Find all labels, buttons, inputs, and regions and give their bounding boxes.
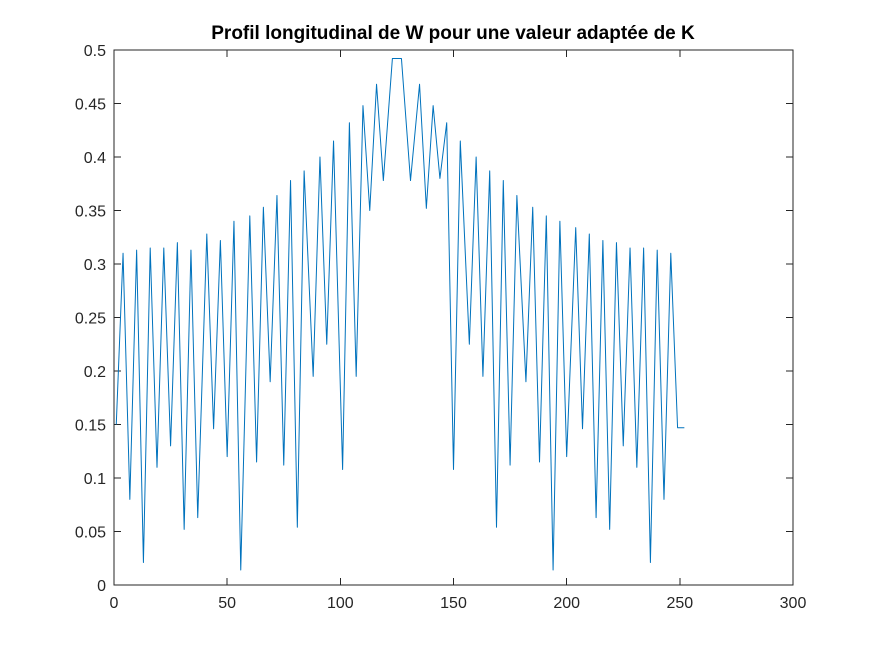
x-tick-label: 200 bbox=[553, 595, 580, 612]
x-axis: 0 50 100 150 200 250 300 bbox=[110, 50, 807, 612]
y-tick-label: 0.05 bbox=[75, 525, 106, 542]
y-tick-label: 0.2 bbox=[84, 364, 106, 381]
x-tick-label: 300 bbox=[780, 595, 807, 612]
y-tick-label: 0.4 bbox=[84, 150, 106, 167]
y-tick-label: 0.1 bbox=[84, 471, 106, 488]
y-tick-label: 0.15 bbox=[75, 418, 106, 435]
y-tick-label: 0.45 bbox=[75, 97, 106, 114]
x-tick-label: 50 bbox=[218, 595, 236, 612]
y-tick-label: 0 bbox=[97, 578, 106, 595]
y-tick-label: 0.25 bbox=[75, 311, 106, 328]
x-tick-label: 250 bbox=[666, 595, 693, 612]
y-axis: 0 0.05 0.1 0.15 0.2 0.25 0.3 0.35 0.4 0.45 0.5 bbox=[75, 43, 793, 595]
series-line bbox=[115, 58, 685, 571]
y-tick-label: 0.35 bbox=[75, 204, 106, 221]
chart-title: Profil longitudinal de W pour une valeur… bbox=[211, 23, 695, 44]
x-tick-label: 100 bbox=[327, 595, 354, 612]
y-tick-label: 0.3 bbox=[84, 257, 106, 274]
y-tick-label: 0.5 bbox=[84, 43, 106, 60]
x-tick-label: 0 bbox=[110, 595, 119, 612]
series-group bbox=[115, 58, 685, 571]
x-tick-label: 150 bbox=[440, 595, 467, 612]
